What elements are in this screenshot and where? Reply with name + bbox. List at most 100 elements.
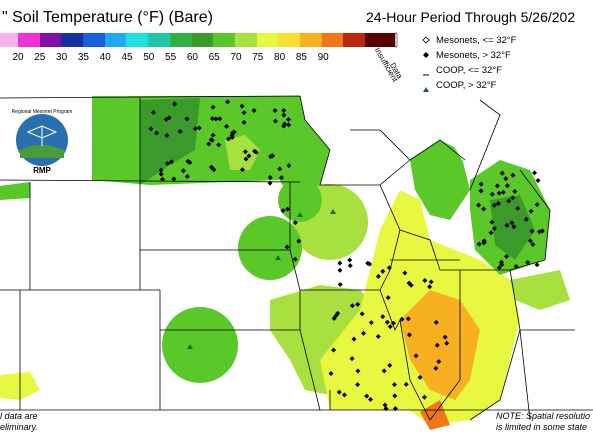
station (285, 116, 291, 122)
station (498, 259, 504, 265)
station (292, 256, 298, 262)
station (351, 336, 357, 342)
station (280, 208, 286, 214)
station (154, 130, 160, 136)
station (375, 273, 381, 279)
station (428, 279, 434, 285)
station (380, 314, 386, 320)
scale-label: 80 (274, 52, 286, 63)
station (510, 195, 516, 201)
station (368, 320, 374, 326)
station (252, 148, 258, 154)
station (239, 167, 245, 173)
station (481, 238, 487, 244)
station (364, 393, 370, 399)
station (148, 126, 154, 132)
station (172, 101, 178, 107)
scale-label: 30 (56, 52, 68, 63)
period: 24-Hour Period Through 5/26/202 (366, 9, 575, 25)
legend-label: COOP, > 32°F (436, 80, 497, 91)
station (405, 316, 411, 322)
legend-label: COOP, <= 32°F (436, 65, 502, 76)
station (281, 108, 287, 114)
station (503, 253, 509, 259)
map-title: " Soil Temperature (°F) (Bare) (2, 9, 213, 26)
station (488, 230, 494, 236)
station (499, 170, 505, 176)
station (495, 201, 501, 207)
station (390, 320, 396, 326)
station (529, 228, 535, 234)
station (504, 222, 510, 228)
station (337, 260, 343, 266)
coop-station (187, 344, 193, 349)
station (213, 116, 219, 122)
station (150, 109, 156, 115)
note-right: NOTE: Spatial resolutio (496, 411, 590, 421)
scale-label: 40 (100, 52, 112, 63)
station (402, 270, 408, 276)
station (384, 319, 390, 325)
station (217, 116, 223, 122)
station (185, 158, 191, 164)
station (403, 381, 409, 387)
legend-label: Mesonets, > 32°F (436, 50, 511, 61)
station (272, 107, 278, 113)
station (171, 176, 177, 182)
station (476, 241, 482, 247)
station (478, 188, 484, 194)
station (180, 168, 186, 174)
station (387, 324, 393, 330)
station-markers (148, 99, 545, 412)
station (433, 319, 439, 325)
station (225, 99, 231, 105)
station (494, 183, 500, 189)
coop-station (330, 209, 336, 214)
station (361, 330, 367, 336)
station (355, 368, 361, 374)
station (359, 311, 365, 317)
scale-label: 45 (121, 52, 133, 63)
scale-label: 75 (252, 52, 264, 63)
station (210, 104, 216, 110)
station (380, 268, 386, 274)
station (534, 201, 540, 207)
station (442, 334, 448, 340)
station (160, 176, 166, 182)
station (331, 315, 337, 321)
station (504, 183, 510, 189)
station (196, 125, 202, 131)
station (347, 263, 353, 269)
station (328, 370, 334, 376)
map-body (0, 95, 593, 430)
station (532, 170, 538, 176)
station (355, 301, 361, 307)
station (268, 153, 274, 159)
station (511, 224, 517, 230)
station (184, 174, 190, 180)
legend-label: Mesonets, <= 32°F (436, 35, 517, 46)
station (272, 118, 278, 124)
station (422, 277, 428, 283)
station (349, 356, 355, 362)
station (209, 116, 215, 122)
station (267, 180, 273, 186)
station (381, 368, 387, 374)
station (434, 342, 440, 348)
station (387, 362, 393, 368)
station (510, 172, 516, 178)
station (421, 394, 427, 400)
station (392, 393, 398, 399)
station (341, 392, 347, 398)
station (165, 160, 171, 166)
station (367, 261, 373, 267)
station (164, 133, 170, 139)
station (337, 267, 343, 273)
station (534, 262, 540, 268)
station (500, 189, 506, 195)
station (433, 365, 439, 371)
station (491, 202, 497, 208)
station (385, 295, 391, 301)
station (391, 382, 397, 388)
station (177, 128, 183, 134)
